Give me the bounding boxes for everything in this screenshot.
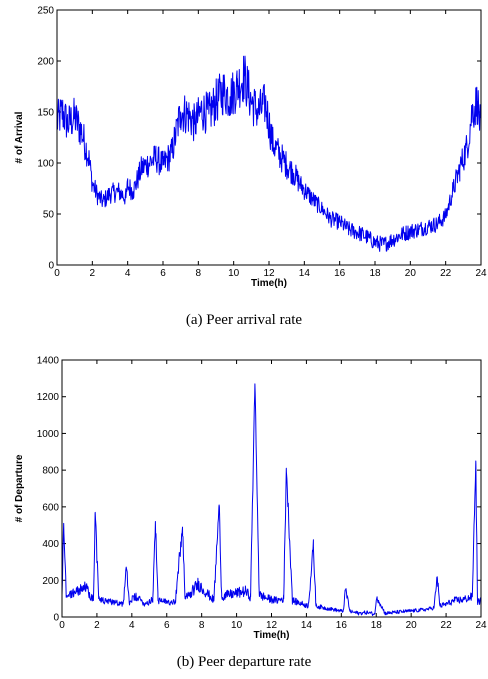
b-ytick-label: 600 bbox=[42, 502, 59, 513]
b-xtick-label: 0 bbox=[59, 620, 65, 631]
a-ytick-label: 0 bbox=[48, 261, 54, 272]
chart-b-xlabel: Time(h) bbox=[254, 630, 290, 640]
b-ytick-label: 800 bbox=[42, 466, 59, 477]
b-xtick-label: 22 bbox=[441, 620, 453, 631]
b-xtick-label: 16 bbox=[336, 620, 348, 631]
chart-b-ylabel: # of Departure bbox=[14, 454, 25, 522]
chart-a-plot-frame bbox=[56, 9, 482, 266]
b-ytick-label: 400 bbox=[42, 539, 59, 550]
chart-b-series-line bbox=[61, 383, 482, 616]
a-xtick-label: 4 bbox=[125, 268, 131, 279]
b-xtick-label: 18 bbox=[371, 620, 383, 631]
chart-b-xticklabels: 0 2 4 6 8 10 12 14 16 18 20 22 24 bbox=[59, 620, 487, 631]
b-xtick-label: 2 bbox=[94, 620, 100, 631]
a-xtick-label: 0 bbox=[54, 268, 60, 279]
a-xtick-label: 12 bbox=[263, 268, 275, 279]
b-ytick-label: 0 bbox=[53, 613, 59, 624]
chart-b-plot-frame bbox=[61, 359, 482, 618]
a-xtick-label: 6 bbox=[160, 268, 166, 279]
chart-a-xlabel: Time(h) bbox=[251, 278, 287, 289]
b-xtick-label: 12 bbox=[266, 620, 278, 631]
b-ytick-label: 200 bbox=[42, 576, 59, 587]
chart-a-series-line bbox=[56, 55, 482, 252]
a-xtick-label: 8 bbox=[196, 268, 202, 279]
a-ytick-label: 50 bbox=[43, 210, 55, 221]
a-xtick-label: 24 bbox=[475, 268, 487, 279]
b-xtick-label: 20 bbox=[406, 620, 418, 631]
caption-a: (a) Peer arrival rate bbox=[185, 312, 303, 328]
a-xtick-label: 18 bbox=[369, 268, 381, 279]
a-xtick-label: 16 bbox=[334, 268, 346, 279]
chart-b-yticklabels: 0 200 400 600 800 1000 1200 1400 bbox=[37, 356, 60, 624]
a-ytick-label: 250 bbox=[37, 6, 54, 17]
a-xtick-label: 20 bbox=[405, 268, 417, 279]
b-xtick-label: 10 bbox=[231, 620, 243, 631]
b-xtick-label: 24 bbox=[475, 620, 487, 631]
b-xtick-label: 4 bbox=[129, 620, 135, 631]
b-xtick-label: 14 bbox=[301, 620, 313, 631]
b-xtick-label: 8 bbox=[199, 620, 205, 631]
b-ytick-label: 1000 bbox=[37, 429, 60, 440]
chart-a-ylabel: # of Arrival bbox=[14, 111, 25, 163]
a-xtick-label: 10 bbox=[228, 268, 240, 279]
a-xtick-label: 14 bbox=[299, 268, 311, 279]
a-ytick-label: 100 bbox=[37, 159, 54, 170]
a-xtick-label: 22 bbox=[440, 268, 452, 279]
a-xtick-label: 2 bbox=[90, 268, 96, 279]
a-ytick-label: 150 bbox=[37, 108, 54, 119]
b-ytick-label: 1400 bbox=[37, 356, 60, 367]
b-xtick-label: 6 bbox=[164, 620, 170, 631]
a-ytick-label: 200 bbox=[37, 57, 54, 68]
chart-a-xticklabels: 0 2 4 6 8 10 12 14 16 18 20 22 24 bbox=[54, 268, 487, 279]
caption-b: (b) Peer departure rate bbox=[176, 654, 312, 670]
chart-a-yticklabels: 0 50 100 150 200 250 bbox=[37, 6, 54, 272]
b-ytick-label: 1200 bbox=[37, 392, 60, 403]
